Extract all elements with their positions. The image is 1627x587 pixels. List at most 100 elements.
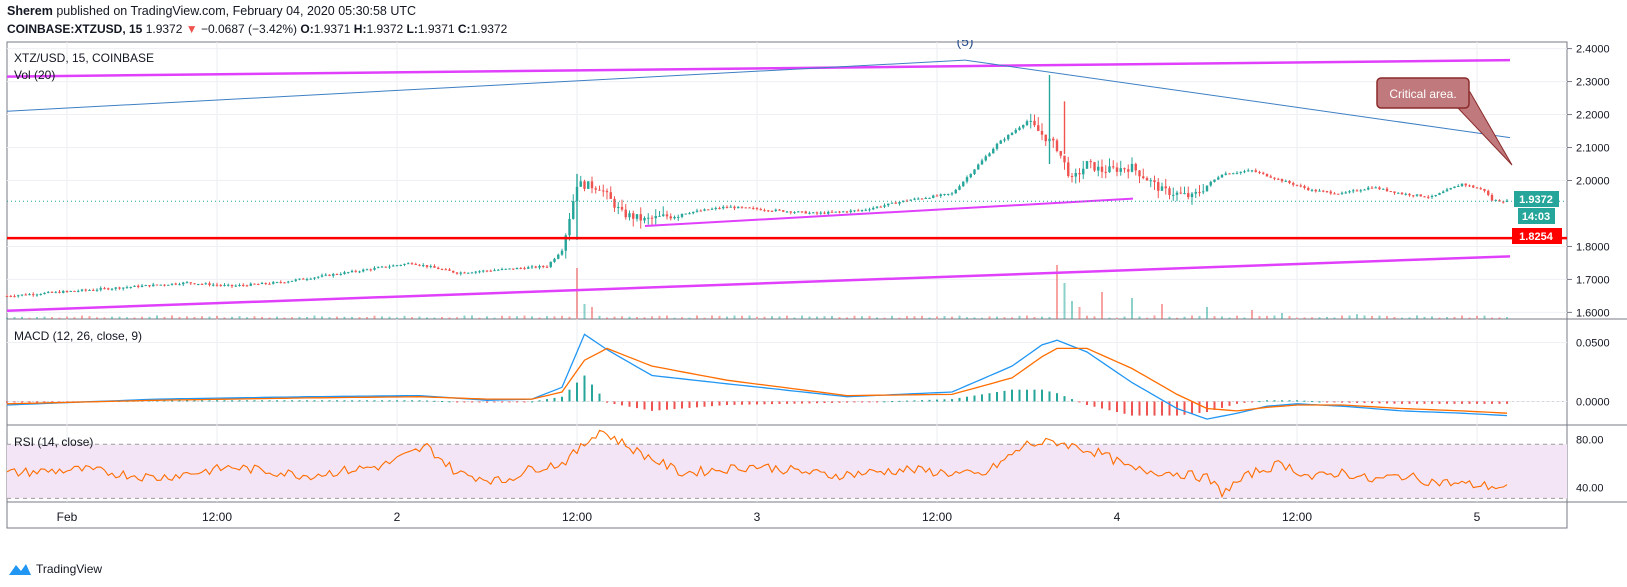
candle-body [1014, 129, 1017, 133]
candle-body [339, 274, 342, 276]
macd-histogram-bar [328, 400, 331, 402]
candle-body [680, 213, 684, 217]
candle-body [1442, 191, 1445, 194]
candle-body [1273, 177, 1276, 179]
macd-histogram-bar [583, 375, 586, 402]
volume-bar [1453, 316, 1456, 319]
candle-body [1430, 196, 1434, 198]
volume-bar [1438, 317, 1441, 319]
candle-body [1378, 187, 1381, 190]
candle-body [283, 282, 286, 284]
volume-bar [861, 316, 863, 319]
volume-bar [1311, 317, 1313, 319]
macd-histogram-bar [883, 401, 886, 403]
candle-body [924, 198, 927, 200]
macd-histogram-bar [1213, 401, 1216, 410]
candle-body [77, 290, 80, 292]
candle-body [980, 160, 984, 165]
volume-bar [898, 317, 901, 319]
macd-histogram-bar [463, 401, 466, 403]
volume-bar [1116, 317, 1118, 319]
macd-histogram-bar [891, 401, 893, 403]
volume-bar [283, 317, 286, 319]
volume-bar [1183, 316, 1186, 319]
volume-bar [801, 315, 803, 319]
candle-body [1434, 194, 1437, 197]
candle-body [988, 153, 991, 157]
candle-body [227, 284, 230, 286]
rsi-tick-label: 40.00 [1576, 483, 1604, 495]
footer-brand[interactable]: TradingView [8, 562, 102, 576]
volume-bar [253, 316, 256, 319]
candle-body [1018, 127, 1021, 130]
candle-body [455, 272, 459, 274]
candle-body [317, 276, 320, 278]
macd-histogram-bar [1311, 401, 1313, 403]
time-tick-label: 12:00 [922, 510, 952, 524]
countdown-tag: 14:03 [1518, 208, 1555, 224]
candle-body [1074, 173, 1077, 177]
volume-bar [471, 315, 473, 319]
candle-body [1123, 168, 1126, 170]
volume-bar [373, 315, 376, 319]
candle-body [947, 193, 950, 195]
svg-text:1.9372: 1.9372 [1519, 194, 1553, 206]
candle-body [909, 199, 912, 201]
macd-histogram-bar [1138, 401, 1141, 416]
volume-bar [1093, 316, 1096, 319]
candle-body [1487, 190, 1490, 195]
volume-bar [43, 316, 46, 319]
candle-body [504, 268, 507, 270]
macd-histogram-bar [1011, 389, 1013, 402]
candle-body [962, 181, 965, 187]
volume-bar [81, 315, 83, 319]
price-scale: 2.4000 2.3000 2.2000 2.1000 2.0000 1.8000 1.70… [1567, 44, 1610, 495]
macd-histogram-bar [1453, 401, 1456, 404]
candle-body [527, 267, 530, 269]
candle-body [197, 283, 200, 285]
macd-histogram-bar [411, 400, 413, 402]
candle-body [144, 285, 147, 287]
candle-body [170, 283, 174, 285]
callout-text: Critical area. [1389, 87, 1456, 101]
critical-area-callout[interactable]: Critical area. [1376, 77, 1513, 166]
candle-body [1329, 191, 1332, 194]
volume-bar [606, 317, 608, 319]
candle-body [767, 210, 770, 212]
candle-body [830, 211, 834, 213]
candle-body [1310, 189, 1314, 191]
macd-histogram-bar [1378, 401, 1381, 404]
candle-body [92, 289, 95, 291]
chart-area[interactable]: 2.4000 2.3000 2.2000 2.1000 2.0000 1.8000 1.70… [0, 40, 1627, 555]
macd-histogram-bar [1236, 401, 1238, 404]
macd-histogram-bar [336, 400, 338, 402]
volume-bar [1296, 317, 1298, 319]
candle-body [917, 198, 920, 200]
candle-body [1502, 201, 1505, 203]
volume-bar [1048, 316, 1051, 319]
volume-bar [793, 317, 796, 319]
macd-histogram-bar [51, 401, 53, 403]
volume-bar [1506, 317, 1508, 319]
candle-body [875, 206, 879, 208]
volume-bar [1078, 307, 1081, 319]
candle-body [744, 207, 747, 209]
candle-body [140, 285, 144, 287]
volume-bar [1348, 315, 1351, 319]
volume-bar [786, 315, 788, 319]
macd-tick-label: 0.0000 [1576, 396, 1610, 408]
macd-histogram-bar [201, 400, 203, 402]
volume-bar [651, 316, 653, 319]
macd-histogram-bar [441, 401, 443, 403]
volume-bar [508, 316, 511, 319]
macd-histogram-bar [1123, 401, 1126, 414]
candle-body [1239, 171, 1242, 173]
volume-bar [628, 316, 631, 319]
volume-bar [463, 315, 466, 319]
candle-body [28, 294, 31, 296]
volume-bar [1431, 316, 1433, 319]
volume-bar [988, 316, 991, 319]
volume-bar [171, 315, 173, 319]
candle-body [1254, 170, 1257, 172]
volume-bar [1206, 307, 1208, 319]
